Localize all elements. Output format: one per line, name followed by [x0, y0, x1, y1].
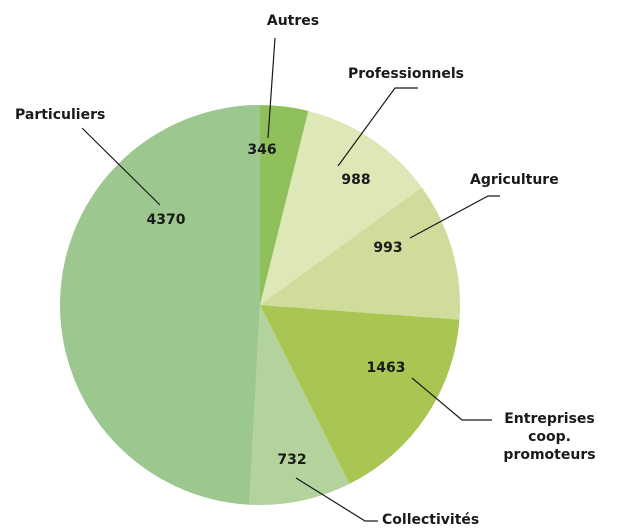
pie-slice	[260, 110, 422, 305]
leader-line	[409, 195, 500, 239]
category-label: Agriculture	[470, 172, 559, 188]
leader-line	[411, 377, 492, 421]
value-label: 346	[247, 142, 276, 158]
category-label: Particuliers	[15, 107, 106, 123]
category-label: Collectivités	[382, 512, 480, 528]
pie-slice	[260, 305, 460, 484]
value-label: 4370	[147, 212, 186, 228]
leader-line	[267, 37, 276, 139]
value-label: 732	[277, 452, 306, 468]
pie-slice	[59, 105, 260, 505]
leader-line	[337, 87, 418, 167]
leader-line	[81, 127, 161, 206]
category-label: Professionnels	[348, 66, 465, 82]
leader-line	[295, 477, 378, 522]
pie-slice	[249, 305, 350, 505]
value-label: 988	[341, 172, 370, 188]
value-label: 993	[373, 240, 402, 256]
pie-slice	[260, 187, 461, 320]
value-label: 1463	[367, 360, 406, 376]
pie-slice	[260, 105, 309, 305]
category-label: Autres	[266, 13, 320, 29]
category-label: Entreprises coop. promoteurs	[503, 411, 596, 463]
